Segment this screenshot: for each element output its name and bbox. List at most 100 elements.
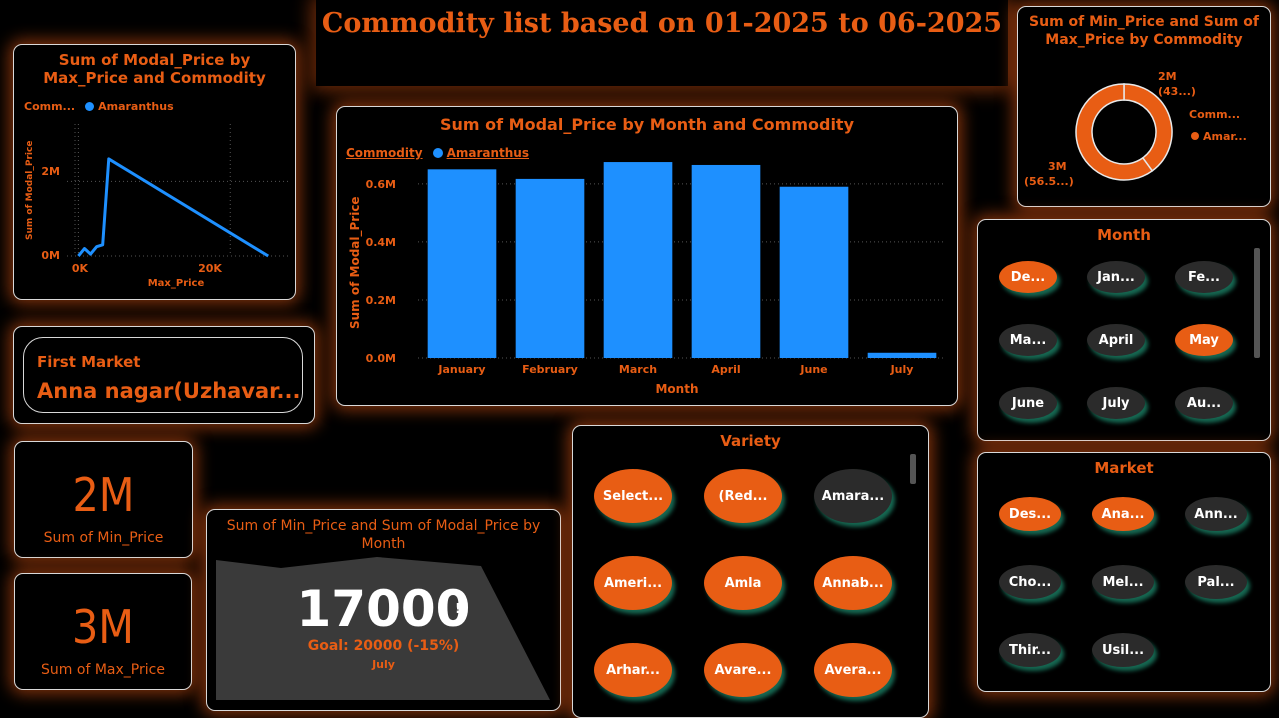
legend-item: Amaranthus: [98, 100, 174, 113]
bar-x-tick: July: [890, 363, 914, 376]
bar[interactable]: [427, 169, 497, 358]
month-slicer-item-label: Ma...: [1009, 332, 1047, 348]
bar[interactable]: [779, 186, 849, 358]
bar-y-tick: 0.0M: [366, 352, 396, 365]
month-slicer-item-label: Fe...: [1188, 269, 1220, 285]
bar-x-tick: April: [711, 363, 740, 376]
bar-y-tick: 0.6M: [366, 178, 396, 191]
market-slicer-item[interactable]: Usil...: [1092, 633, 1154, 667]
market-slicer-item[interactable]: Pal...: [1185, 565, 1247, 599]
line-series-amaranthus[interactable]: [77, 157, 270, 258]
variety-slicer-item[interactable]: Avare...: [704, 643, 782, 697]
bar-x-tick: February: [522, 363, 578, 376]
month-slicer-item-label: July: [1102, 395, 1130, 411]
variety-slicer-item-label: Amla: [724, 575, 762, 591]
month-slicer-item[interactable]: May: [1175, 324, 1233, 356]
bar-y-tick: 0.4M: [366, 236, 396, 249]
bar-x-tick: June: [799, 363, 827, 376]
donut-label-top: 2M: [1158, 70, 1177, 83]
line-x-axis-title: Max_Price: [148, 278, 205, 289]
market-slicer-item[interactable]: Des...: [999, 497, 1061, 531]
bar[interactable]: [691, 164, 761, 358]
legend-dot-icon: [85, 102, 95, 111]
variety-slicer-item-label: Select...: [602, 488, 664, 504]
gauge-goal: Goal: 20000 (-15%): [307, 638, 460, 654]
month-scrollbar[interactable]: [1254, 248, 1260, 358]
market-slicer[interactable]: Market Des... Ana... Ann... Cho... Mel... Pal…: [977, 452, 1271, 692]
gauge-month: July: [372, 658, 395, 671]
line-x-tick: 0K: [72, 262, 89, 275]
month-slicer-item-label: Au...: [1186, 395, 1222, 411]
month-slicer-item[interactable]: April: [1087, 324, 1145, 356]
market-slicer-item[interactable]: Thir...: [999, 633, 1061, 667]
market-slicer-item-label: Ann...: [1194, 506, 1238, 522]
line-chart-panel[interactable]: Sum of Modal_Price by Max_Price and Comm…: [13, 44, 296, 300]
kpi-min-price-label: Sum of Min_Price: [43, 530, 164, 546]
legend-item: Amaranthus: [446, 146, 529, 160]
market-slicer-item-label: Cho...: [1008, 574, 1052, 590]
variety-slicer-item[interactable]: Amla: [704, 556, 782, 610]
donut-chart-panel[interactable]: Sum of Min_Price and Sum of Max_Price by…: [1017, 6, 1271, 207]
bar[interactable]: [515, 178, 585, 358]
month-slicer-item[interactable]: Ma...: [999, 324, 1057, 356]
bar-y-axis-title: Sum of Modal_Price: [348, 196, 363, 329]
month-slicer-item[interactable]: Fe...: [1175, 261, 1233, 293]
donut-slice[interactable]: [1075, 83, 1154, 181]
gauge-value: 17000: [296, 580, 471, 638]
month-slicer-item-label: De...: [1010, 269, 1046, 285]
bar-x-tick: January: [437, 363, 485, 376]
gauge-panel[interactable]: Sum of Min_Price and Sum of Modal_Price …: [206, 509, 561, 711]
market-slicer-item[interactable]: Cho...: [999, 565, 1061, 599]
month-slicer-item[interactable]: July: [1087, 387, 1145, 419]
gauge-background-shape: [216, 557, 550, 700]
month-slicer-item[interactable]: De...: [999, 261, 1057, 293]
variety-scrollbar[interactable]: [910, 454, 916, 484]
variety-slicer-title: Variety: [720, 432, 781, 450]
market-slicer-title: Market: [1094, 459, 1154, 477]
donut-label-bottom: 3M: [1048, 160, 1067, 173]
variety-slicer-item[interactable]: Avera...: [814, 643, 892, 697]
market-slicer-item[interactable]: Mel...: [1092, 565, 1154, 599]
bar-chart[interactable]: Sum of Modal_Price Month 0.0M 0.2M 0.4M 0.6…: [337, 107, 957, 405]
bar[interactable]: [603, 162, 673, 358]
variety-slicer-item[interactable]: Annab...: [814, 556, 892, 610]
market-slicer-item-label: Ana...: [1101, 506, 1145, 522]
legend-label: Commodity: [346, 146, 423, 160]
month-slicer-item[interactable]: Jan...: [1087, 261, 1145, 293]
market-slicer-item-label: Des...: [1008, 506, 1052, 522]
variety-slicer-item[interactable]: Amara...: [814, 469, 892, 523]
month-slicer-item[interactable]: Au...: [1175, 387, 1233, 419]
first-market-card: First Market Anna nagar(Uzhavar...: [23, 337, 303, 413]
line-x-tick: 20K: [198, 262, 222, 275]
donut-chart[interactable]: 2M (43...) 3M (56.5...) Comm... Amar...: [1018, 7, 1270, 206]
month-slicer-item-label: June: [1011, 395, 1045, 411]
variety-slicer-item[interactable]: Ameri...: [594, 556, 672, 610]
kpi-max-price-value: 3M: [71, 600, 135, 654]
market-slicer-item[interactable]: Ann...: [1185, 497, 1247, 531]
month-slicer-item-label: May: [1189, 332, 1219, 348]
line-y-tick: 0M: [41, 249, 60, 262]
variety-slicer-item[interactable]: (Red...: [704, 469, 782, 523]
variety-slicer-item[interactable]: Arhar...: [594, 643, 672, 697]
market-slicer-item-label: Usil...: [1101, 642, 1145, 658]
bar[interactable]: [867, 352, 937, 358]
month-slicer-item[interactable]: June: [999, 387, 1057, 419]
donut-label-top-sub: (43...): [1158, 85, 1196, 98]
bar-chart-legend[interactable]: Commodity Amaranthus: [346, 146, 529, 160]
variety-slicer-item-label: (Red...: [718, 488, 768, 504]
donut-chart-title: Sum of Min_Price and Sum of Max_Price by…: [1029, 14, 1259, 48]
kpi-max-price-label: Sum of Max_Price: [41, 662, 165, 678]
market-slicer-item-label: Thir...: [1009, 642, 1051, 658]
line-chart-legend: Comm... Amaranthus: [24, 100, 174, 113]
variety-slicer[interactable]: Variety Select... (Red... Amara... Ameri...…: [572, 425, 929, 718]
month-slicer[interactable]: Month De... Jan... Fe... Ma... April May June J…: [977, 219, 1271, 441]
variety-slicer-item[interactable]: Select...: [594, 469, 672, 523]
bar-chart-panel[interactable]: Sum of Modal_Price by Month and Commodit…: [336, 106, 958, 406]
variety-slicer-item-label: Ameri...: [603, 575, 663, 591]
month-slicer-item-label: April: [1098, 332, 1134, 348]
title-banner: Commodity list based on 01-2025 to 06-20…: [316, 0, 1008, 86]
line-chart[interactable]: Sum of Modal_Price Max_Price 2M 0M 0K 20…: [14, 45, 295, 299]
variety-slicer-item-label: Avera...: [824, 662, 882, 678]
market-slicer-item[interactable]: Ana...: [1092, 497, 1154, 531]
gauge-title: Sum of Min_Price and Sum of Modal_Price …: [226, 518, 541, 552]
